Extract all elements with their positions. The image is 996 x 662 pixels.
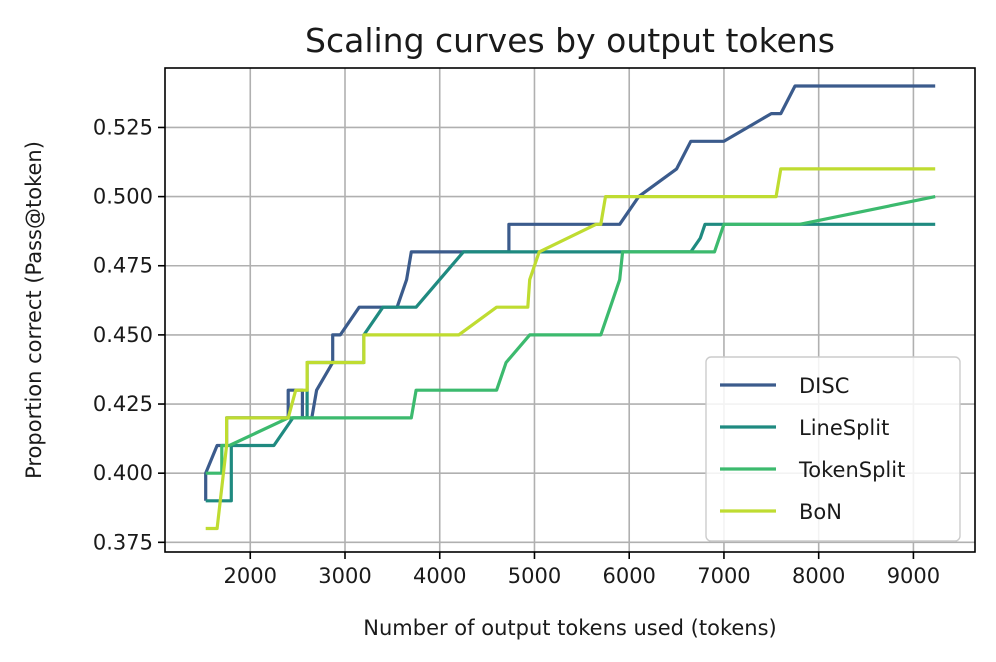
x-tick-label: 7000 <box>697 564 750 588</box>
series-line-bon <box>205 167 936 531</box>
legend-label-bon: BoN <box>799 500 842 524</box>
y-tick-label: 0.475 <box>93 254 153 278</box>
plot-frame <box>164 67 976 553</box>
chart-title: Scaling curves by output tokens <box>305 21 835 60</box>
legend: DISC LineSplit TokenSplit BoN <box>705 356 961 542</box>
legend-label-tokensplit: TokenSplit <box>798 458 905 482</box>
series-lines <box>204 84 936 531</box>
x-tick-label: 2000 <box>224 564 277 588</box>
legend-box <box>705 356 961 542</box>
y-tick-label: 0.375 <box>93 530 153 554</box>
legend-label-linesplit: LineSplit <box>799 416 889 440</box>
x-axis-label: Number of output tokens used (tokens) <box>363 616 776 640</box>
x-tick-label: 6000 <box>602 564 655 588</box>
axis-ticks: 2000 3000 4000 5000 6000 7000 8000 9000 0.375 0.4… <box>93 115 940 588</box>
y-tick-label: 0.400 <box>93 461 153 485</box>
x-tick-label: 4000 <box>413 564 466 588</box>
y-axis-label: Proportion correct (Pass@token) <box>22 141 46 479</box>
y-tick-label: 0.450 <box>93 323 153 347</box>
x-tick-label: 8000 <box>792 564 845 588</box>
y-tick-label: 0.525 <box>93 115 153 139</box>
x-tick-label: 5000 <box>508 564 561 588</box>
y-tick-label: 0.425 <box>93 392 153 416</box>
x-tick-label: 3000 <box>318 564 371 588</box>
x-tick-label: 9000 <box>887 564 940 588</box>
legend-label-disc: DISC <box>799 374 849 398</box>
y-tick-label: 0.500 <box>93 185 153 209</box>
